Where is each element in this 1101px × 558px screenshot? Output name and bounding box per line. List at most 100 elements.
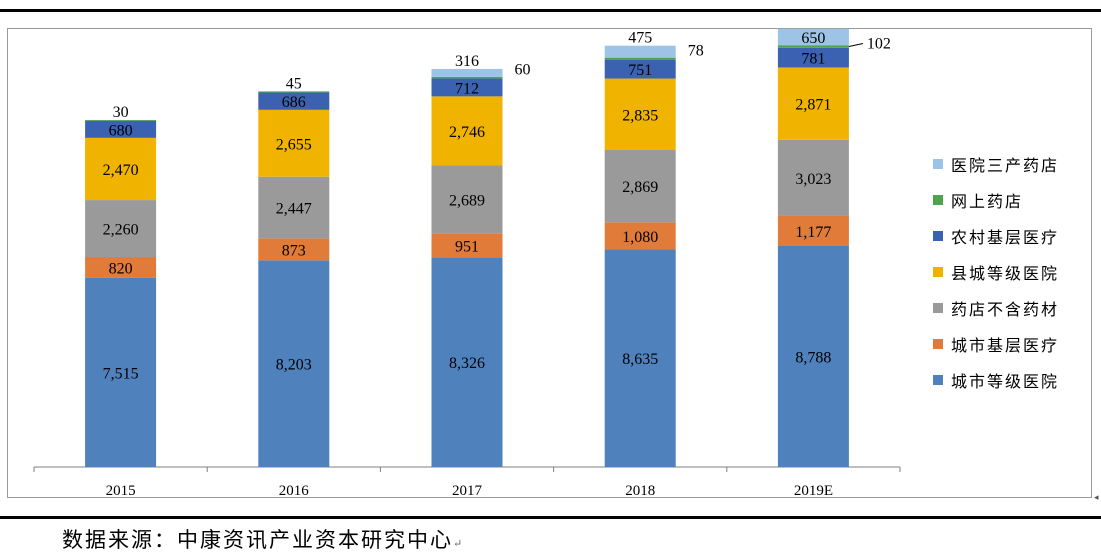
data-label-2017-s5: 60 [515,62,531,79]
legend-item: 药店不含药材 [933,290,1059,326]
legend-item: 县城等级医院 [933,254,1059,290]
data-label-2018-s2: 2,869 [622,179,658,196]
data-label-2019e-s2: 3,023 [795,171,831,188]
x-tick-label-2017: 2017 [452,483,483,499]
bars-group [85,28,849,467]
bar-segment-2015-s2 [85,200,157,258]
data-label-2015-s3: 2,470 [103,162,139,179]
data-label-2016-s1: 873 [282,242,306,259]
legend-label: 城市等级医院 [951,372,1060,391]
data-label-2016-s4: 686 [282,94,306,111]
bar-segment-2018-s6 [604,45,676,58]
bar-segment-2016-s3 [258,109,330,177]
x-axis-ticks [33,467,901,472]
data-label-2018-s6: 475 [628,30,652,47]
bar-segment-2015-s3 [85,137,157,201]
data-label-2015-s1: 820 [109,260,133,277]
bar-segment-2018-s0 [604,249,676,467]
data-label-2018-s1: 1,080 [622,229,658,246]
data-label-2017-s0: 8,326 [449,355,485,372]
x-tick-label-2018: 2018 [625,483,655,499]
data-label-2019e-s1: 1,177 [795,224,831,241]
bar-segment-2016-s2 [258,176,330,239]
bar-segment-2016-s0 [258,260,330,467]
x-tick-labels-group: 2015 2016 2017 2018 2019E [106,483,833,499]
legend-swatch [933,339,943,349]
bar-segment-2016-s4 [258,92,330,110]
legend-item: 城市等级医院 [933,362,1059,398]
data-label-2019e-s0: 8,788 [795,349,831,366]
x-tick-label-2015: 2015 [106,483,136,499]
paragraph-mark: ↵ [453,537,463,550]
data-label-2018-s4: 751 [628,62,652,79]
data-label-2015-s4: 680 [109,122,133,139]
bar-segment-2017-s3 [431,96,503,166]
source-note: 数据来源：中康资讯产业资本研究中心↵ [62,524,462,554]
legend-swatch [933,375,943,385]
legend-label: 网上药店 [951,192,1024,211]
data-label-2016-s0: 8,203 [276,357,312,374]
bar-segment-2017-s1 [431,233,503,258]
bar-segment-2018-s1 [604,222,676,250]
bar-segment-2017-s4 [431,78,503,97]
legend-swatch [933,159,943,169]
data-label-2017-s6: 316 [455,53,479,70]
data-label-2015-s0: 7,515 [103,365,139,382]
data-label-2016-s3: 2,655 [276,136,312,153]
data-label-2015-s2: 2,260 [103,222,139,239]
data-label-2018-s3: 2,835 [622,107,658,124]
data-label-2019e-s4: 781 [801,51,825,68]
bar-segment-2019e-s1 [777,215,849,246]
data-label-2019e-s5: 102 [867,36,891,53]
bar-segment-2015-s4 [85,120,157,138]
bar-segment-2018-s3 [604,78,676,150]
legend-swatch [933,231,943,241]
corner-mark: ◂ [1094,492,1099,502]
legend-item: 农村基层医疗 [933,218,1059,254]
bar-segment-2019e-s3 [777,67,849,140]
legend-swatch [933,303,943,313]
bar-segment-2018-s5 [604,57,676,60]
chart-frame [7,28,1092,498]
bar-segment-2019e-s6 [777,28,849,46]
bar-segment-2017-s2 [431,165,503,234]
legend-label: 药店不含药材 [951,300,1060,319]
data-label-2015-s5: 30 [113,104,129,121]
bar-segment-2018-s2 [604,149,676,223]
bar-segment-2019e-s0 [777,245,849,467]
bar-segment-2017-s5 [431,76,503,79]
bar-segment-2015-s5 [85,119,157,121]
bar-segment-2019e-s2 [777,139,849,216]
bottom-rule [0,516,1101,519]
bar-segment-2015-s1 [85,257,157,278]
legend-label: 城市基层医疗 [951,336,1060,355]
x-tick-label-2016: 2016 [279,483,310,499]
data-label-2017-s1: 951 [455,238,479,255]
legend-label: 县城等级医院 [951,264,1060,283]
legend-item: 网上药店 [933,182,1059,218]
bar-segment-2019e-s4 [777,47,849,68]
legend-item: 医院三产药店 [933,146,1059,182]
data-label-2017-s4: 712 [455,80,479,97]
data-label-2016-s5: 45 [286,75,302,92]
bar-segment-2016-s1 [258,238,330,261]
data-label-2017-s3: 2,746 [449,124,485,141]
x-tick-label-2019e: 2019E [794,483,833,499]
legend-swatch [933,267,943,277]
legend-label: 农村基层医疗 [951,228,1060,247]
data-label-2018-s0: 8,635 [622,351,658,368]
legend-item: 城市基层医疗 [933,326,1059,362]
bar-segment-2019e-s5 [777,45,849,48]
bar-segment-2018-s4 [604,59,676,79]
bar-segment-2016-s5 [258,91,330,93]
bar-segment-2017-s6 [431,68,503,77]
legend-label: 医院三产药店 [951,156,1060,175]
data-label-2017-s2: 2,689 [449,192,485,209]
bar-segment-2015-s0 [85,277,157,467]
data-label-2016-s2: 2,447 [276,201,312,218]
data-label-2019e-s6: 650 [801,30,825,47]
data-label-2018-s5: 78 [688,43,704,60]
bar-segment-2017-s0 [431,257,503,467]
